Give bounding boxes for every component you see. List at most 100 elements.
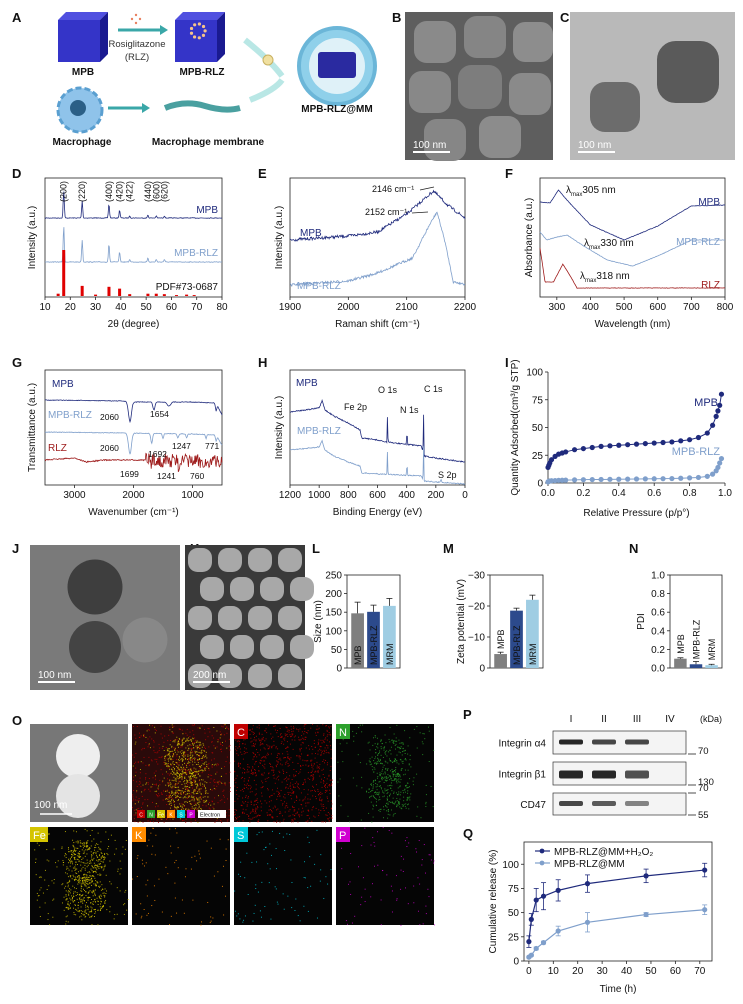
signal-dot <box>184 796 186 798</box>
peak-annotation: 1699 <box>120 469 139 479</box>
signal-dot <box>274 886 276 888</box>
signal-dot <box>405 785 407 787</box>
signal-dot <box>192 778 194 780</box>
signal-dot <box>269 762 271 764</box>
signal-dot <box>81 883 83 885</box>
signal-dot <box>330 765 332 767</box>
core-cube <box>318 52 356 78</box>
signal-dot <box>89 890 91 892</box>
signal-dot <box>386 750 388 752</box>
signal-dot <box>391 739 393 741</box>
data-point <box>717 460 723 466</box>
signal-dot <box>258 733 260 735</box>
signal-dot <box>84 880 86 882</box>
signal-dot <box>200 744 202 746</box>
signal-dot <box>83 842 85 844</box>
signal-dot <box>71 861 73 863</box>
signal-dot <box>74 887 76 889</box>
signal-dot <box>47 833 49 835</box>
data-point <box>571 477 578 483</box>
plot-frame <box>289 177 466 298</box>
signal-dot <box>184 780 186 782</box>
signal-dot <box>36 899 38 901</box>
arrow-head <box>142 103 150 113</box>
signal-dot <box>290 728 292 730</box>
signal-dot <box>221 741 223 743</box>
signal-dot <box>274 729 276 731</box>
signal-dot <box>181 807 183 809</box>
signal-dot <box>383 749 385 751</box>
signal-dot <box>320 749 322 751</box>
signal-dot <box>213 875 215 877</box>
signal-dot <box>264 756 266 758</box>
arrow-head <box>160 25 168 35</box>
signal-dot <box>297 783 299 785</box>
signal-dot <box>407 803 409 805</box>
signal-dot <box>297 787 299 789</box>
signal-dot <box>198 754 200 756</box>
signal-dot <box>176 832 178 834</box>
signal-dot <box>85 906 87 908</box>
signal-dot <box>236 753 238 755</box>
signal-dot <box>199 765 201 767</box>
signal-dot <box>181 777 183 779</box>
data-point <box>710 422 716 428</box>
signal-dot <box>288 778 290 780</box>
signal-dot <box>263 849 265 851</box>
blot-strip <box>552 730 687 755</box>
data-point <box>718 455 725 462</box>
y-tick-label: 150 <box>325 608 342 619</box>
signal-dot <box>76 893 78 895</box>
signal-dot <box>316 829 318 831</box>
data-point <box>687 475 693 481</box>
signal-dot <box>245 801 247 803</box>
signal-dot <box>278 794 280 796</box>
signal-dot <box>203 755 205 757</box>
signal-dot <box>93 916 95 918</box>
signal-dot <box>218 780 220 782</box>
y-tick-label: −10 <box>468 633 485 644</box>
signal-dot <box>104 901 106 903</box>
signal-dot <box>169 807 171 809</box>
signal-dot <box>178 780 180 782</box>
signal-dot <box>136 808 138 810</box>
data-point <box>702 867 708 873</box>
signal-dot <box>312 774 314 776</box>
signal-dot <box>255 761 257 763</box>
signal-dot <box>99 906 101 908</box>
signal-dot <box>276 760 278 762</box>
signal-dot <box>264 778 266 780</box>
signal-dot <box>433 924 435 926</box>
signal-dot <box>61 847 63 849</box>
signal-dot <box>196 740 198 742</box>
x-tick-label: 0 <box>526 966 532 977</box>
signal-dot <box>117 868 119 870</box>
signal-dot <box>243 739 245 741</box>
signal-dot <box>89 860 91 862</box>
signal-dot <box>290 735 292 737</box>
x-axis-label: 2θ (degree) <box>108 319 160 330</box>
signal-dot <box>80 912 82 914</box>
signal-dot <box>199 782 201 784</box>
signal-dot <box>166 764 168 766</box>
signal-dot <box>82 911 84 913</box>
signal-dot <box>271 745 273 747</box>
signal-dot <box>289 759 291 761</box>
signal-dot <box>187 757 189 759</box>
signal-dot <box>222 790 224 792</box>
signal-dot <box>184 767 186 769</box>
micrograph-C: 100 nm <box>570 12 735 160</box>
signal-dot <box>372 784 374 786</box>
signal-dot <box>252 733 254 735</box>
signal-dot <box>138 798 140 800</box>
signal-dot <box>331 814 333 816</box>
signal-dot <box>88 914 90 916</box>
signal-dot <box>310 760 312 762</box>
signal-dot <box>88 876 90 878</box>
data-point <box>616 442 622 448</box>
signal-dot <box>185 868 187 870</box>
signal-dot <box>83 852 85 854</box>
signal-dot <box>270 918 272 920</box>
signal-dot <box>396 898 398 900</box>
signal-dot <box>184 876 186 878</box>
